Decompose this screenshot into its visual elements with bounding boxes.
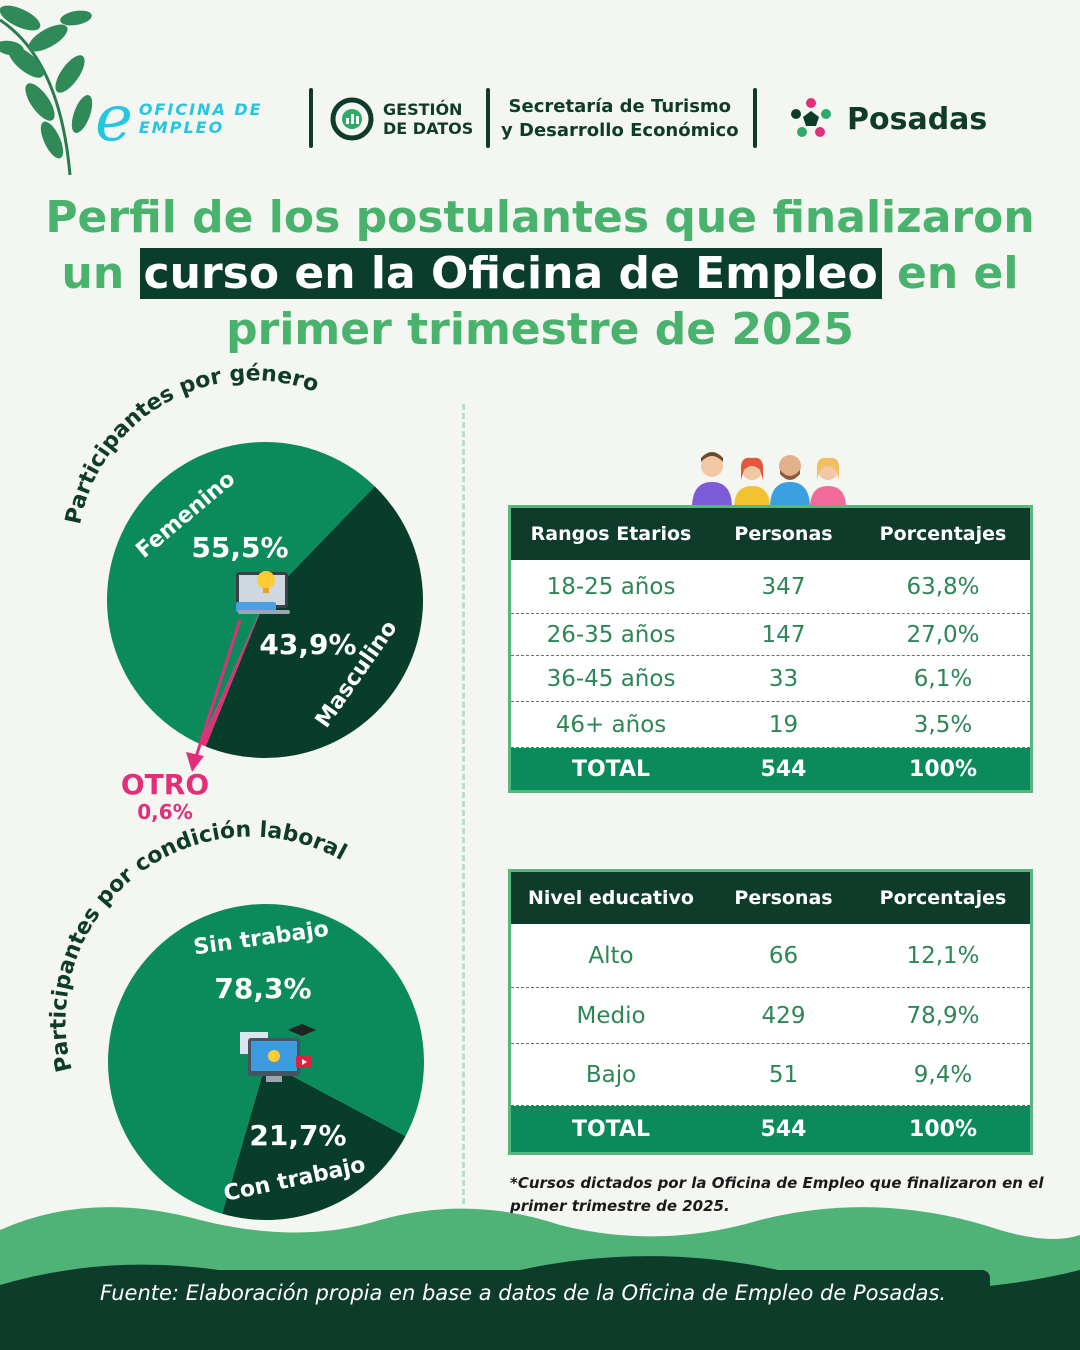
table-row: 26-35 años 147 27,0% — [511, 614, 1030, 656]
age-table-total: TOTAL 544 100% — [511, 748, 1030, 790]
logo-oficina-line2: EMPLEO — [138, 118, 225, 137]
age-range-cell: 18-25 años — [546, 573, 676, 600]
age-range-table: Rangos Etarios Personas Porcentajes 18-2… — [508, 505, 1033, 793]
otro-label: OTRO — [120, 768, 210, 801]
age-persons-cell: 147 — [761, 621, 806, 648]
source-caption: Fuente: Elaboración propia en base a dat… — [88, 1270, 990, 1316]
logo-secretaria-line1: Secretaría de Turismo — [508, 96, 732, 117]
age-percent-cell: 27,0% — [906, 621, 980, 648]
logo-separator — [753, 88, 757, 148]
table-row: 36-45 años 33 6,1% — [511, 656, 1030, 702]
age-range-cell: 26-35 años — [546, 621, 676, 648]
logo-secretaria-line2: y Desarrollo Económico — [501, 120, 739, 141]
gender-slice-masculino — [205, 486, 424, 758]
otro-arrowhead — [186, 752, 204, 772]
age-percent-cell: 6,1% — [913, 665, 973, 692]
otro-arrow — [193, 619, 242, 761]
edu-persons-cell: 51 — [768, 1061, 799, 1088]
labor-pie-chart: Participantes por condición laboral Sin … — [46, 817, 425, 1220]
logo-posadas-text: Posadas — [847, 101, 988, 137]
edu-header-persons: Personas — [734, 887, 833, 909]
femenino-percent: 55,5% — [191, 531, 288, 564]
education-level-table: Nivel educativo Personas Porcentajes Alt… — [508, 869, 1033, 1155]
gender-slice-otro — [200, 600, 265, 747]
title-line-3: primer trimestre de 2025 — [226, 304, 854, 355]
table-row: Bajo 51 9,4% — [511, 1044, 1030, 1106]
title-highlight: curso en la Oficina de Empleo — [139, 248, 882, 299]
edu-total-persons: 544 — [760, 1116, 807, 1142]
gestion-datos-icon — [330, 97, 374, 141]
age-persons-cell: 33 — [768, 665, 799, 692]
age-persons-cell: 19 — [768, 711, 799, 738]
column-divider — [462, 404, 465, 1204]
edu-persons-cell: 429 — [761, 1002, 806, 1029]
table-row: 46+ años 19 3,5% — [511, 702, 1030, 748]
logo-gestion-line1: GESTIÓN — [383, 100, 463, 119]
edu-table-header: Nivel educativo Personas Porcentajes — [511, 872, 1030, 924]
table-row: Medio 429 78,9% — [511, 988, 1030, 1044]
edu-level-cell: Bajo — [585, 1061, 637, 1088]
edu-percent-cell: 9,4% — [913, 1061, 973, 1088]
title-line-2-post: en el — [897, 248, 1019, 299]
otro-percent: 0,6% — [137, 800, 193, 824]
table-row: 18-25 años 347 63,8% — [511, 560, 1030, 614]
logo-gestion-line2: DE DATOS — [383, 119, 474, 138]
logo-separator — [486, 88, 490, 148]
logo-oficina-de-empleo: e OFICINA DE EMPLEO — [95, 84, 263, 154]
age-table-header: Rangos Etarios Personas Porcentajes — [511, 508, 1030, 560]
edu-persons-cell: 66 — [768, 942, 799, 969]
edu-level-cell: Alto — [588, 942, 634, 969]
edu-total-percent: 100% — [909, 1116, 977, 1142]
age-total-percent: 100% — [909, 756, 977, 782]
age-total-persons: 544 — [760, 756, 807, 782]
age-persons-cell: 347 — [761, 573, 806, 600]
sin-trabajo-percent: 78,3% — [214, 972, 311, 1005]
edu-header-percent: Porcentajes — [879, 887, 1007, 909]
logo-bar: e OFICINA DE EMPLEO GESTIÓN DE DATOS Sec… — [95, 84, 995, 154]
title-line-2-pre: un — [61, 248, 125, 299]
title-line-2: un curso en la Oficina de Empleo en el — [0, 246, 1080, 302]
logo-posadas: Posadas — [785, 84, 987, 154]
edu-percent-cell: 12,1% — [906, 942, 980, 969]
age-range-cell: 46+ años — [555, 711, 667, 738]
edu-table-total: TOTAL 544 100% — [511, 1106, 1030, 1152]
otro-annotation: OTRO 0,6% — [110, 768, 220, 825]
age-header-range: Rangos Etarios — [530, 523, 692, 545]
table-row: Alto 66 12,1% — [511, 924, 1030, 988]
edu-level-cell: Medio — [576, 1002, 646, 1029]
masculino-percent: 43,9% — [259, 628, 356, 661]
age-percent-cell: 3,5% — [913, 711, 973, 738]
posadas-star-icon — [791, 98, 831, 137]
logo-e-letter: e — [95, 82, 133, 156]
computer-graduation-icon — [240, 1024, 316, 1082]
leaves-decoration — [0, 5, 93, 176]
people-group-icon — [692, 452, 846, 508]
logo-separator — [309, 88, 313, 148]
logo-gestion-de-datos: GESTIÓN DE DATOS — [329, 84, 473, 154]
age-header-persons: Personas — [734, 523, 833, 545]
page-title: Perfil de los postulantes que finalizaro… — [0, 190, 1080, 358]
edu-total-label: TOTAL — [571, 1116, 651, 1142]
edu-percent-cell: 78,9% — [906, 1002, 980, 1029]
age-total-label: TOTAL — [571, 756, 651, 782]
title-line-1: Perfil de los postulantes que finalizaro… — [45, 192, 1035, 243]
edu-header-level: Nivel educativo — [528, 887, 694, 909]
laptop-lightbulb-icon — [236, 571, 290, 614]
age-percent-cell: 63,8% — [906, 573, 980, 600]
age-range-cell: 36-45 años — [546, 665, 676, 692]
footnote: *Cursos dictados por la Oficina de Emple… — [510, 1174, 1044, 1215]
labor-slice-con-trabajo — [222, 1062, 406, 1220]
con-trabajo-percent: 21,7% — [249, 1119, 346, 1152]
logo-oficina-line1: OFICINA DE — [138, 100, 263, 119]
logo-secretaria: Secretaría de Turismo y Desarrollo Econó… — [501, 84, 739, 154]
gender-pie-chart: Participantes por género 55,5% Femenino … — [61, 361, 424, 772]
age-header-percent: Porcentajes — [879, 523, 1007, 545]
